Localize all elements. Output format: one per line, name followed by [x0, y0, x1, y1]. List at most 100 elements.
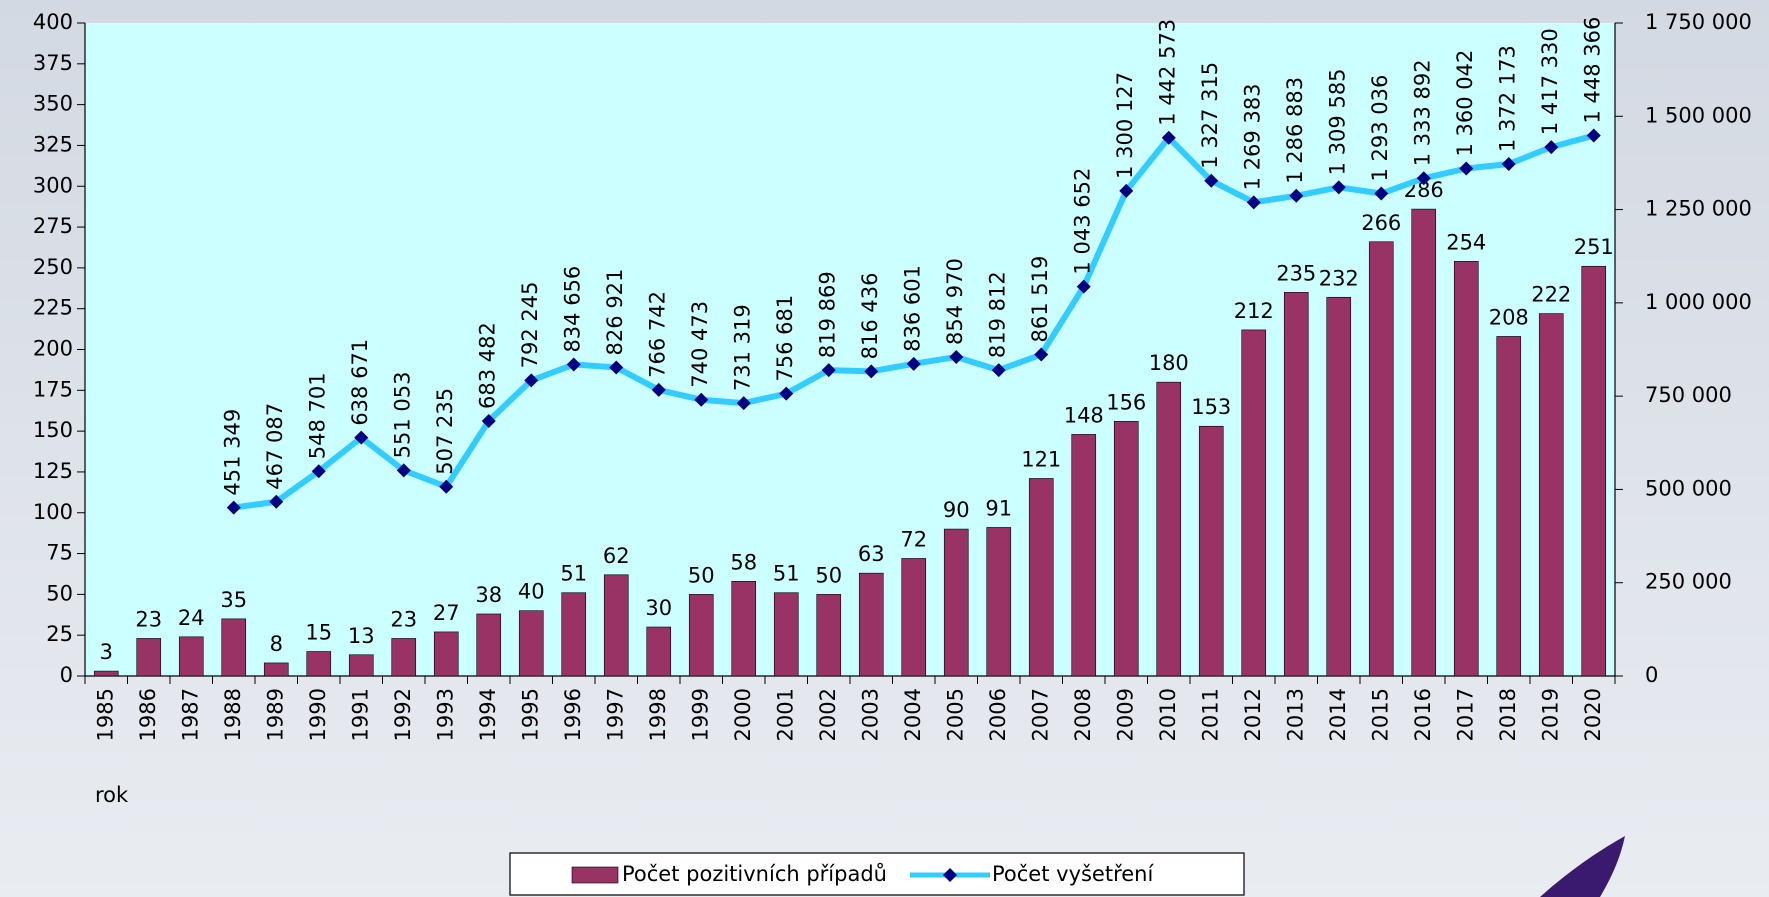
line-label: 854 970 [943, 258, 967, 345]
y-tick-label: 25 [46, 622, 73, 646]
bar-label: 23 [135, 607, 162, 631]
y-tick-label: 50 [46, 581, 73, 605]
bar-label: 72 [900, 527, 927, 551]
line-marker [1331, 180, 1346, 195]
line-label: 792 245 [518, 282, 542, 369]
line-label: 1 269 383 [1241, 83, 1265, 190]
x-tick-label: 1997 [603, 688, 627, 741]
bar [986, 527, 1012, 677]
bar-label: 251 [1574, 235, 1614, 259]
line-marker [694, 392, 709, 407]
line-label: 756 681 [773, 295, 797, 382]
line-marker [736, 396, 751, 411]
bar [221, 618, 247, 677]
bar-label: 208 [1489, 305, 1529, 329]
bar-label: 222 [1531, 283, 1571, 307]
line-label: 683 482 [476, 322, 500, 409]
line-label: 467 087 [263, 403, 287, 490]
bar-label: 38 [475, 583, 502, 607]
line-marker [1416, 171, 1431, 186]
line-marker [779, 386, 794, 401]
bar [561, 592, 587, 677]
line-marker [354, 430, 369, 445]
line-label: 1 286 883 [1283, 77, 1307, 184]
line-marker [864, 364, 879, 379]
bar [1581, 265, 1607, 677]
bar [348, 654, 374, 677]
line-label: 551 053 [391, 372, 415, 459]
bar-label: 156 [1106, 390, 1146, 414]
y-tick-label: 175 [33, 377, 73, 401]
bar-label: 50 [815, 563, 842, 587]
bar-label: 8 [270, 632, 283, 656]
bar [773, 592, 799, 677]
bar [1028, 478, 1054, 677]
bar [1411, 208, 1437, 677]
x-tick-label: 2008 [1071, 688, 1095, 741]
line-marker [1246, 195, 1261, 210]
bar [93, 670, 119, 677]
bar-label: 40 [518, 580, 545, 604]
line-marker [906, 356, 921, 371]
bar [391, 638, 417, 677]
bar-label: 62 [603, 544, 630, 568]
x-tick-label: 2005 [943, 688, 967, 741]
line-label: 826 921 [603, 269, 627, 356]
line-marker [1076, 279, 1091, 294]
legend-label: Počet vyšetření [992, 862, 1154, 886]
bar [433, 631, 459, 677]
line-marker [991, 363, 1006, 378]
x-tick-label: 1985 [93, 688, 117, 741]
bar [518, 610, 544, 677]
bar-label: 91 [985, 496, 1012, 520]
bar-label: 51 [560, 562, 587, 586]
y-tick-label: 300 [33, 173, 73, 197]
bar-label: 50 [688, 563, 715, 587]
x-tick-label: 2009 [1113, 688, 1137, 741]
line-marker [1161, 130, 1176, 145]
line-marker [821, 363, 836, 378]
bar [943, 528, 969, 677]
bar-label: 90 [943, 498, 970, 522]
bar-label: 35 [220, 588, 247, 612]
bar [1453, 261, 1479, 677]
line-label: 451 349 [221, 409, 245, 496]
line-label: 638 671 [348, 339, 372, 426]
line-label: 766 742 [646, 291, 670, 378]
y-tick-label: 0 [60, 663, 73, 687]
x-tick-label: 2019 [1538, 688, 1562, 741]
bar-label: 3 [100, 640, 113, 664]
bar-label: 212 [1234, 299, 1274, 323]
line-marker [311, 464, 326, 479]
bar [1113, 421, 1139, 677]
line-marker [1374, 186, 1389, 201]
line-label: 1 360 042 [1453, 50, 1477, 157]
x-tick-label: 1998 [646, 688, 670, 741]
x-tick-label: 1987 [178, 688, 202, 741]
line-label: 1 442 573 [1156, 19, 1180, 126]
bar [306, 651, 332, 677]
x-tick-label: 1989 [263, 688, 287, 741]
line-label: 507 235 [433, 388, 457, 475]
bar-label: 15 [305, 621, 332, 645]
y-tick-label: 125 [33, 459, 73, 483]
bar [816, 594, 842, 677]
y-tick-label: 375 [33, 51, 73, 75]
bar [731, 581, 757, 677]
line-marker [524, 373, 539, 388]
bar [646, 626, 672, 677]
bar-label: 13 [348, 624, 375, 648]
x-axis-label: rok [95, 783, 129, 807]
line-label: 731 319 [731, 304, 755, 391]
line-label: 816 436 [858, 273, 882, 360]
bar [178, 636, 204, 677]
line-label: 819 869 [816, 271, 840, 358]
bar-label: 30 [645, 596, 672, 620]
bar-label: 121 [1021, 447, 1061, 471]
bar [1496, 336, 1522, 677]
x-tick-label: 2017 [1453, 688, 1477, 741]
x-tick-label: 1986 [136, 688, 160, 741]
bar-label: 180 [1149, 351, 1189, 375]
x-tick-label: 1994 [476, 688, 500, 741]
